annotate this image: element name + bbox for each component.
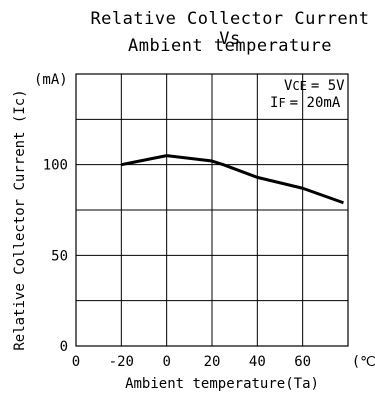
grid-lines: [76, 74, 348, 346]
y-tick-label: 0: [60, 339, 68, 355]
condition-vce: VCE = 5V: [284, 78, 345, 94]
x-tick-label: -20: [109, 354, 134, 370]
vce-symbol: V: [284, 78, 293, 94]
chart-title-line2: Ambient temperature: [128, 36, 332, 56]
x-tick-label: 0: [72, 354, 80, 370]
x-tick-label: 60: [294, 354, 311, 370]
if-symbol: I: [270, 95, 278, 111]
y-axis-unit: (mA): [34, 72, 68, 88]
y-tick-label: 50: [51, 248, 68, 264]
x-tick-label: 40: [249, 354, 266, 370]
series-layer: [121, 154, 344, 205]
if-value: = 20mA: [290, 95, 341, 111]
plot-border: [75, 73, 349, 347]
if-subscript: F: [278, 96, 285, 110]
x-tick-label: 20: [204, 354, 221, 370]
x-axis-unit: (℃): [352, 354, 375, 370]
x-tick-labels: 0 -20 0 20 40 60: [72, 354, 311, 370]
x-axis-label: Ambient temperature(Ta): [125, 376, 319, 392]
y-tick-labels: 0 50 100: [43, 158, 68, 355]
y-axis-label: Relative Collector Current (Ic): [12, 89, 28, 350]
condition-if: IF = 20mA: [270, 95, 341, 111]
series-line-0: [121, 154, 344, 205]
chart-title-line1: Relative Collector Current Vs: [90, 9, 370, 49]
vce-value: = 5V: [311, 78, 345, 94]
conditions-box: VCE = 5V IF = 20mA: [270, 78, 345, 111]
vce-subscript: CE: [292, 79, 306, 93]
x-tick-label: 0: [162, 354, 170, 370]
y-tick-label: 100: [43, 158, 68, 174]
